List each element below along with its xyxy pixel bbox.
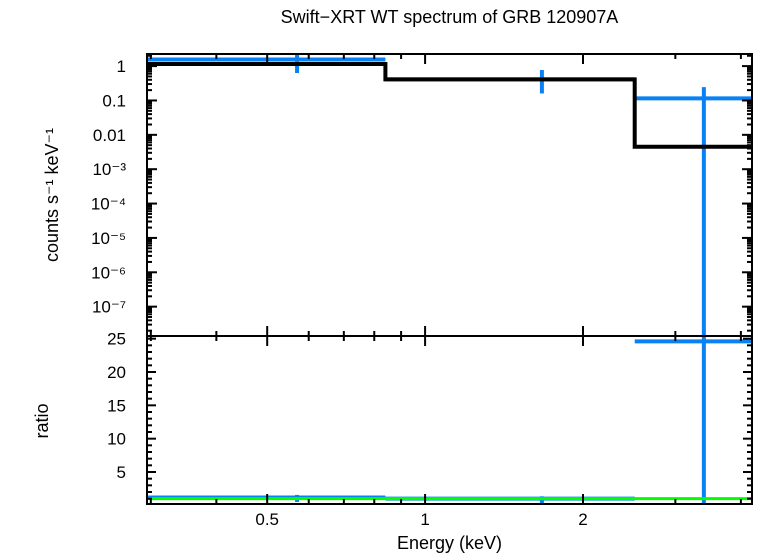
ratio-y-tick-label: 25 [107, 330, 126, 349]
spectrum-y-tick-label: 10⁻³ [92, 160, 126, 179]
x-tick-label: 1 [420, 510, 429, 529]
x-tick-label: 0.5 [255, 510, 279, 529]
spectrum-y-axis-title: counts s⁻¹ keV⁻¹ [42, 127, 62, 263]
ratio-y-tick-label: 15 [107, 396, 126, 415]
spectrum-y-tick-label: 10⁻⁴ [91, 195, 126, 214]
spectrum-y-tick-label: 1 [117, 57, 126, 76]
ratio-panel-border [146, 335, 753, 505]
ratio-panel-data [147, 336, 752, 504]
spectrum-y-tick-label: 0.1 [102, 91, 126, 110]
spectrum-panel-data [147, 55, 752, 336]
axes [146, 53, 753, 505]
spectrum-y-tick-label: 10⁻⁵ [91, 229, 126, 248]
spectrum-y-tick-label: 10⁻⁷ [92, 298, 126, 317]
model-histogram-line [147, 62, 752, 149]
spectrum-y-tick-label: 10⁻⁶ [91, 263, 126, 282]
tick-labels: 0.5 1 2 1 0.1 0.01 10⁻³ 10⁻⁴ 10⁻⁵ 10⁻⁶ 10⁻⁷ 5 10 15 20… [91, 57, 588, 529]
x-axis-title: Energy (keV) [396, 533, 503, 553]
x-tick-label: 2 [578, 510, 587, 529]
spectrum-y-tick-label: 0.01 [93, 126, 126, 145]
ratio-y-axis-title: ratio [32, 403, 52, 439]
ratio-y-tick-label: 10 [107, 430, 126, 449]
ratio-y-tick-label: 5 [117, 463, 126, 482]
chart-title: Swift−XRT WT spectrum of GRB 120907A [280, 7, 619, 27]
ratio-y-tick-label: 20 [107, 363, 126, 382]
spectrum-panel-border [146, 53, 753, 337]
